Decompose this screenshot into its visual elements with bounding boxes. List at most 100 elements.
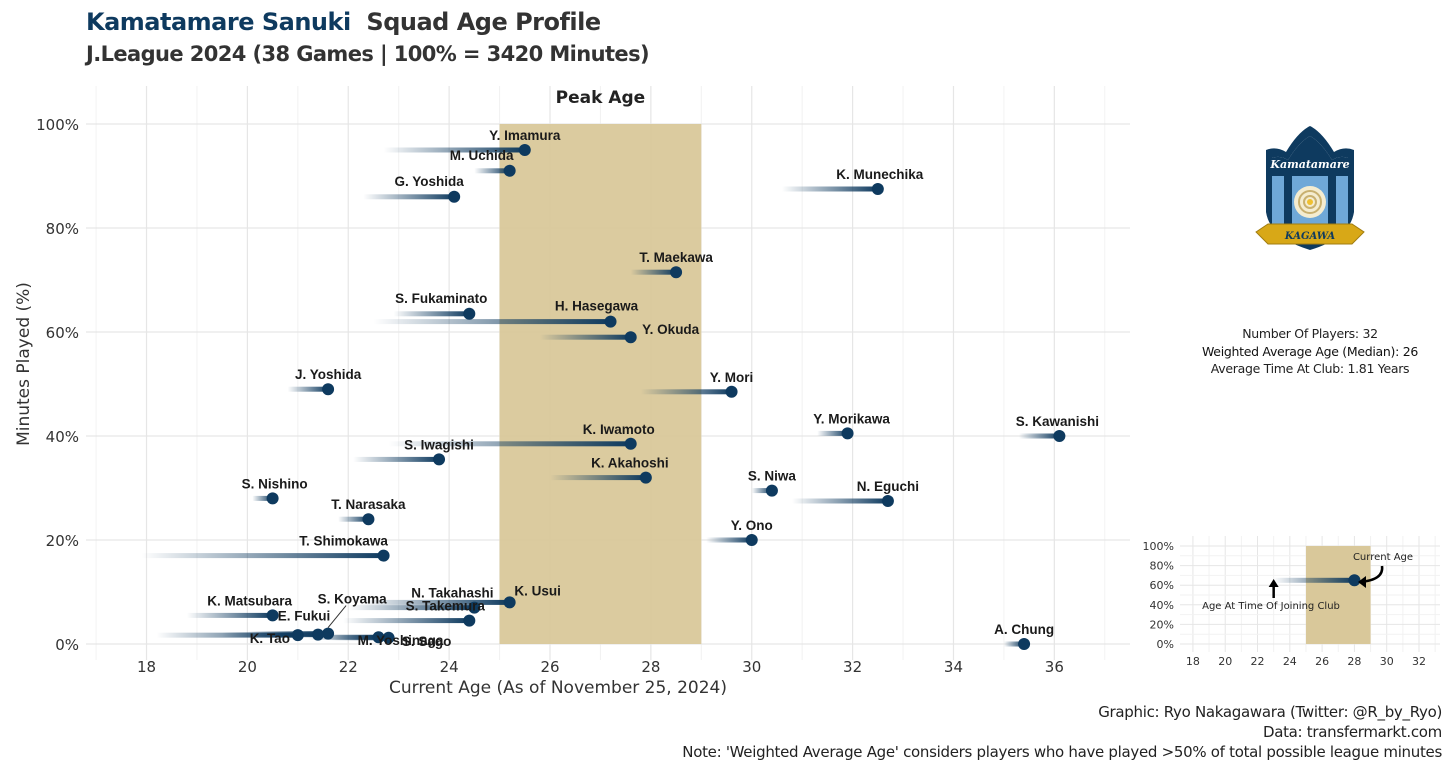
inset-y-tick-label: 80% [1150, 560, 1174, 573]
stat-time-at-club: Average Time At Club: 1.81 Years [1210, 361, 1410, 376]
player-label: K. Munechika [836, 167, 924, 182]
inset-annotation-current-age: Current Age [1353, 552, 1413, 563]
player-label: S. Sago [402, 634, 452, 649]
player-label: S. Nishino [242, 476, 308, 491]
joining-trail [141, 553, 384, 559]
joining-trail [539, 334, 631, 340]
crest-wordmark: Kamatamare [1269, 158, 1349, 171]
player-point [463, 614, 476, 627]
player-label: Y. Mori [710, 370, 754, 385]
player-label: K. Akahoshi [591, 456, 669, 471]
joining-trail [782, 186, 878, 192]
player-point [841, 427, 854, 440]
inset-x-tick-label: 18 [1186, 655, 1200, 668]
legend-inset-chart: 18 20 22 24 26 28 30 32 0% 20% 40% 60% 80% 100% Curren… [1143, 536, 1440, 668]
joining-trail [1019, 433, 1060, 439]
player-label: S. Fukaminato [395, 291, 487, 306]
player-label: T. Shimokawa [299, 534, 388, 549]
player-point [1053, 430, 1066, 442]
player-label: E. Fukui [278, 609, 331, 624]
joining-trail [630, 269, 677, 275]
inset-x-tick-label: 24 [1283, 655, 1297, 668]
title-text: Squad Age Profile [366, 8, 601, 36]
joining-trail [287, 386, 329, 392]
player-label: K. Usui [514, 583, 561, 598]
player-point [362, 513, 375, 526]
inset-x-tick-label: 32 [1412, 655, 1426, 668]
main-axes: 18 20 22 24 26 28 30 32 34 36 0% 20% 40% 60% 80% 100% Cu… [14, 116, 1064, 698]
joining-trail [792, 498, 888, 504]
joining-trail [383, 147, 525, 153]
crest-banner-text: KAGAWA [1284, 231, 1335, 242]
player-label: K. Iwamoto [583, 422, 655, 437]
player-point [503, 164, 516, 177]
joining-trail [338, 516, 369, 522]
player-point [881, 495, 894, 507]
stat-weighted-age: Weighted Average Age (Median): 26 [1201, 344, 1418, 359]
peak-age-rect [499, 124, 702, 644]
peak-age-label: Peak Age [556, 88, 646, 108]
inset-y-tick-label: 20% [1150, 618, 1174, 631]
label-leader-line [327, 605, 347, 628]
player-label: K. Tao [250, 631, 290, 646]
player-label: S. Iwagishi [404, 437, 474, 452]
inset-y-tick-label: 0% [1157, 638, 1174, 651]
x-tick-label: 34 [944, 658, 963, 676]
joining-trail [328, 635, 389, 641]
peak-age-band: Peak Age [499, 88, 702, 644]
player-labels: Y. Imamura M. Uchida K. Munechika G. Yoshid… [207, 128, 1099, 649]
joining-trail [358, 599, 510, 605]
current-age-arrowhead [1358, 576, 1366, 588]
inset-y-tick-label: 100% [1143, 540, 1174, 553]
player-point [518, 144, 531, 156]
y-tick-label: 0% [55, 636, 79, 654]
joining-trail [252, 495, 273, 501]
caption-note: Note: 'Weighted Average Age' considers p… [682, 743, 1442, 761]
y-tick-label: 20% [46, 532, 79, 550]
club-crest-logo: Kamatamare KAGAWA [1255, 126, 1365, 250]
player-point [372, 631, 385, 644]
player-label: G. Yoshida [395, 174, 465, 189]
player-label: S. Takemura [406, 599, 486, 614]
joining-trail [1003, 641, 1025, 647]
player-point [624, 437, 637, 450]
chart-subtitle: J.League 2024 (38 Games | 100% = 3420 Mi… [86, 42, 650, 66]
inset-x-tick-label: 26 [1315, 655, 1329, 668]
player-point [1018, 638, 1031, 650]
player-label: H. Hasegawa [555, 299, 639, 314]
joining-trail [817, 430, 848, 436]
joining-trail [640, 389, 732, 395]
x-tick-label: 24 [440, 658, 459, 676]
joining-trail [550, 475, 646, 481]
stat-players: Number Of Players: 32 [1242, 326, 1378, 341]
player-label: T. Maekawa [639, 250, 713, 265]
inset-y-tick-label: 60% [1150, 579, 1174, 592]
joining-trail [156, 632, 298, 638]
joining-trail [348, 605, 475, 611]
player-points [266, 144, 1066, 650]
player-label: K. Matsubara [207, 593, 292, 608]
player-point [624, 331, 637, 344]
inset-trail [1273, 577, 1355, 583]
player-point [871, 183, 884, 195]
player-point [765, 484, 778, 497]
player-point [377, 549, 390, 562]
joining-trail [353, 456, 440, 462]
y-tick-label: 80% [46, 220, 79, 238]
player-label: N. Eguchi [857, 479, 919, 494]
player-point [503, 596, 516, 609]
joining-trail [751, 488, 772, 494]
player-label: Y. Okuda [642, 322, 700, 337]
player-point [322, 383, 335, 396]
player-label: Y. Imamura [489, 128, 561, 143]
y-tick-label: 100% [36, 116, 79, 134]
player-label: S. Koyama [318, 592, 388, 607]
player-point [266, 609, 279, 622]
player-point [322, 627, 335, 640]
joining-trail [706, 537, 752, 543]
player-point [725, 385, 738, 398]
joining-age-arrowhead [1268, 579, 1279, 587]
player-point [745, 534, 758, 546]
player-point [312, 628, 324, 641]
